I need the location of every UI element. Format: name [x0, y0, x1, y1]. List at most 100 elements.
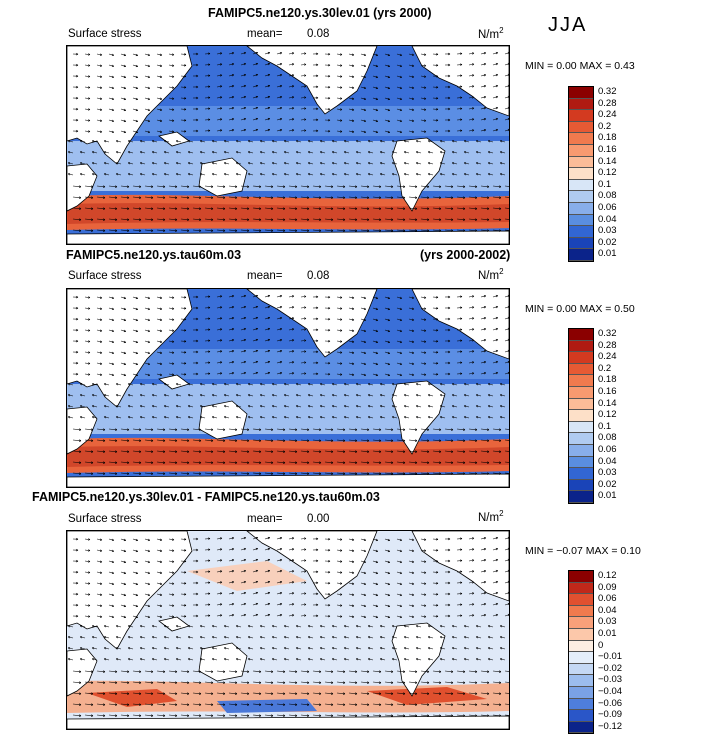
colorbar-tick-label: 0.03: [598, 467, 617, 479]
colorbar-tick-label: 0.12: [598, 167, 617, 179]
colorbar-swatch: [569, 87, 593, 99]
colorbar-tick-label: 0.01: [598, 490, 617, 502]
panel2-variable: Surface stress: [68, 270, 142, 282]
colorbar-tick-label: 0.2: [598, 362, 612, 374]
colorbar-swatch: [569, 179, 593, 192]
colorbar-swatch: [569, 202, 593, 215]
colorbar-swatch: [569, 710, 593, 722]
panel3-stats: MIN = −0.07 MAX = 0.10: [525, 545, 641, 557]
colorbar-tick-label: 0.28: [598, 339, 617, 351]
colorbar-tick-label: 0.04: [598, 455, 617, 467]
colorbar-tick-label: −0.09: [598, 709, 623, 721]
colorbar-swatch: [569, 98, 593, 111]
panel3-title: FAMIPC5.ne120.ys.30lev.01 - FAMIPC5.ne12…: [32, 490, 380, 504]
colorbar-tick-label: 0.12: [598, 409, 617, 421]
colorbar-swatch: [569, 721, 593, 734]
colorbar-tick-label: 0.08: [598, 432, 617, 444]
colorbar-swatch: [569, 582, 593, 595]
colorbar-tick-label: 0.12: [598, 570, 617, 581]
panel1-mean-value: 0.08: [307, 28, 330, 40]
colorbar-tick-label: 0.16: [598, 143, 617, 155]
colorbar-swatch: [569, 398, 593, 411]
colorbar-tick-label: 0: [598, 639, 604, 651]
colorbar-swatch: [569, 144, 593, 157]
panel2-years: (yrs 2000-2002): [420, 248, 511, 262]
panel3-map-field: [67, 531, 509, 729]
colorbar-swatch: [569, 444, 593, 457]
colorbar-tick-label: −0.06: [598, 697, 623, 709]
colorbar-swatch: [569, 571, 593, 583]
colorbar-tick-label: 0.02: [598, 236, 617, 248]
colorbar-swatch: [569, 352, 593, 364]
panel2-units: N/m2: [478, 267, 504, 282]
colorbar-swatch: [569, 491, 593, 503]
colorbar-swatch: [569, 675, 593, 687]
colorbar-tick-label: −0.01: [598, 651, 623, 663]
colorbar-swatch: [569, 663, 593, 676]
colorbar-swatch: [569, 133, 593, 145]
colorbar-tick-label: 0.28: [598, 97, 617, 109]
panel3-mean-label: mean=: [247, 513, 283, 525]
colorbar-swatch: [569, 605, 593, 618]
panel2-colorbar-labels: 0.32 0.28 0.24 0.2 0.18 0.16 0.14 0.12 0.1 0.08 0.…: [598, 328, 617, 502]
colorbar-tick-label: 0.03: [598, 616, 617, 628]
colorbar-tick-label: 0.32: [598, 86, 617, 97]
panel1-stats: MIN = 0.00 MAX = 0.43: [525, 60, 635, 72]
colorbar-tick-label: 0.04: [598, 213, 617, 225]
panel3-units: N/m2: [478, 509, 504, 524]
panel1-colorbar: [568, 86, 594, 262]
colorbar-tick-label: 0.1: [598, 420, 612, 432]
colorbar-swatch: [569, 698, 593, 711]
panel2-colorbar: [568, 328, 594, 504]
panel1-mean-label: mean=: [247, 28, 283, 40]
colorbar-tick-label: 0.18: [598, 374, 617, 386]
colorbar-tick-label: 0.1: [598, 178, 612, 190]
colorbar-tick-label: −0.12: [598, 720, 623, 732]
panel2-mean-label: mean=: [247, 270, 283, 282]
colorbar-tick-label: 0.04: [598, 604, 617, 616]
colorbar-swatch: [569, 686, 593, 699]
colorbar-tick-label: −0.03: [598, 674, 623, 686]
panel1-title: FAMIPC5.ne120.ys.30lev.01 (yrs 2000): [208, 6, 432, 20]
panel2-map-field: [67, 289, 509, 487]
season-label: JJA: [548, 14, 588, 36]
colorbar-swatch: [569, 121, 593, 134]
colorbar-tick-label: 0.02: [598, 478, 617, 490]
panel3-variable: Surface stress: [68, 513, 142, 525]
colorbar-tick-label: −0.02: [598, 662, 623, 674]
panel1-map-field: [67, 46, 509, 244]
colorbar-tick-label: 0.18: [598, 132, 617, 144]
colorbar-tick-label: 0.06: [598, 593, 617, 605]
colorbar-swatch: [569, 479, 593, 492]
panel1-map: [66, 45, 510, 245]
colorbar-swatch: [569, 214, 593, 227]
colorbar-tick-label: 0.06: [598, 201, 617, 213]
colorbar-tick-label: 0.24: [598, 109, 617, 121]
colorbar-tick-label: 0.2: [598, 120, 612, 132]
panel2-title: FAMIPC5.ne120.ys.tau60m.03: [66, 248, 242, 262]
colorbar-swatch: [569, 156, 593, 169]
panel2-stats: MIN = 0.00 MAX = 0.50: [525, 303, 635, 315]
panel3-colorbar: [568, 570, 594, 734]
colorbar-swatch: [569, 191, 593, 203]
colorbar-swatch: [569, 226, 593, 238]
colorbar-swatch: [569, 421, 593, 434]
panel3-colorbar-labels: 0.12 0.09 0.06 0.04 0.03 0.01 0 −0.01 −0.02 −0.03…: [598, 570, 622, 732]
colorbar-swatch: [569, 249, 593, 261]
colorbar-swatch: [569, 237, 593, 250]
colorbar-tick-label: 0.14: [598, 155, 617, 167]
colorbar-swatch: [569, 410, 593, 422]
colorbar-swatch: [569, 617, 593, 629]
colorbar-tick-label: 0.09: [598, 581, 617, 593]
colorbar-swatch: [569, 375, 593, 387]
colorbar-swatch: [569, 386, 593, 399]
colorbar-swatch: [569, 652, 593, 664]
colorbar-swatch: [569, 363, 593, 376]
colorbar-swatch: [569, 340, 593, 353]
colorbar-tick-label: 0.24: [598, 351, 617, 363]
colorbar-tick-label: 0.14: [598, 397, 617, 409]
panel1-colorbar-labels: 0.32 0.28 0.24 0.2 0.18 0.16 0.14 0.12 0.1 0.08 0.…: [598, 86, 617, 260]
colorbar-tick-label: 0.01: [598, 248, 617, 260]
colorbar-tick-label: 0.08: [598, 190, 617, 202]
colorbar-tick-label: 0.32: [598, 328, 617, 339]
